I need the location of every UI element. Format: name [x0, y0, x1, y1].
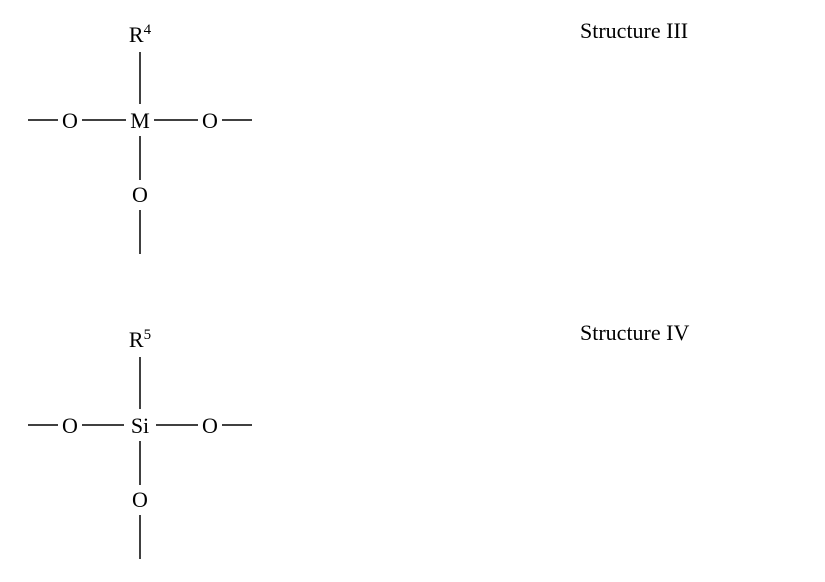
s4-bottom-label: O [132, 487, 148, 512]
s3-right-label: O [202, 108, 218, 133]
structure-4-diagram: R5 Si O O O [10, 325, 270, 570]
s4-center-label: Si [131, 413, 149, 438]
heading-structure-4: Structure IV [580, 320, 689, 346]
heading-structure-3: Structure III [580, 18, 688, 44]
s3-left-label: O [62, 108, 78, 133]
s3-top-label: R4 [129, 22, 152, 47]
s4-top-label: R5 [129, 327, 151, 352]
s4-left-label: O [62, 413, 78, 438]
s3-center-label: M [130, 108, 150, 133]
s4-right-label: O [202, 413, 218, 438]
canvas: Structure III Structure IV R4 M O O O R5 [0, 0, 825, 582]
structure-3-diagram: R4 M O O O [10, 20, 270, 265]
s3-bottom-label: O [132, 182, 148, 207]
